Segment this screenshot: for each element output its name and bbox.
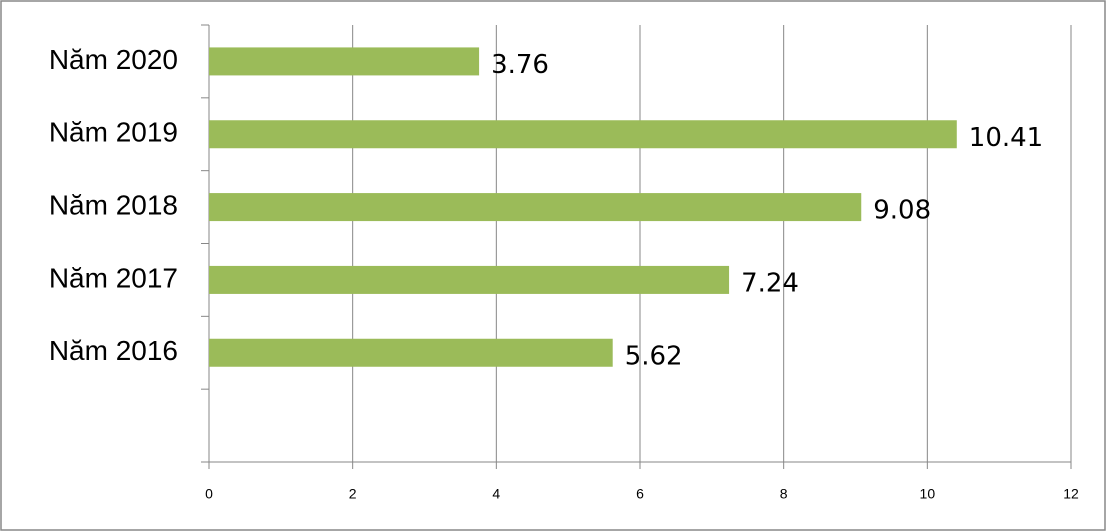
value-label: 10.41 (969, 123, 1043, 153)
x-tick-label: 8 (780, 486, 788, 502)
bar (209, 265, 730, 294)
x-tick-label: 2 (349, 486, 357, 502)
value-label: 7.24 (741, 268, 799, 298)
y-tick-label: Năm 2019 (49, 117, 178, 148)
x-tick-label: 12 (1063, 486, 1079, 502)
y-tick-label: Năm 2018 (49, 189, 178, 220)
bar (209, 338, 613, 367)
x-tick-label: 0 (205, 486, 213, 502)
value-label: 3.76 (491, 50, 549, 80)
bar (209, 47, 480, 76)
y-tick-label: Năm 2016 (49, 335, 178, 366)
x-tick-label: 6 (636, 486, 644, 502)
bar (209, 193, 862, 222)
bar (209, 120, 957, 149)
x-tick-label: 10 (920, 486, 936, 502)
value-label: 9.08 (873, 196, 931, 226)
x-tick-label: 4 (492, 486, 500, 502)
y-tick-label: Năm 2017 (49, 262, 178, 293)
value-label: 5.62 (625, 341, 683, 371)
y-tick-label: Năm 2020 (49, 44, 178, 75)
